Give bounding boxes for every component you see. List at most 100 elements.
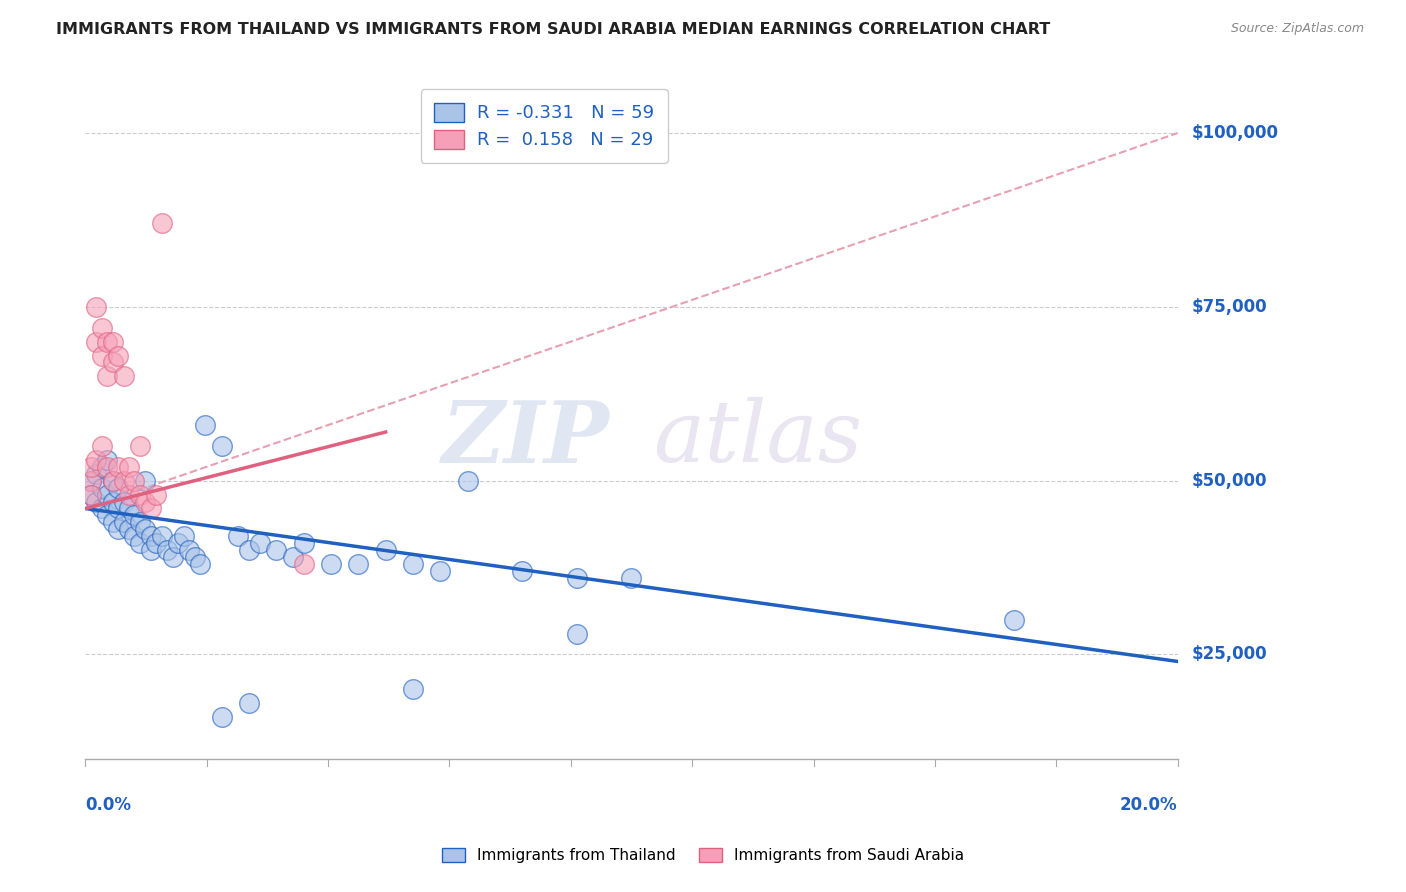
Point xyxy=(107,481,129,495)
Point xyxy=(510,564,533,578)
Point xyxy=(96,459,118,474)
Point xyxy=(249,536,271,550)
Point xyxy=(118,459,141,474)
Point xyxy=(107,501,129,516)
Point xyxy=(129,536,152,550)
Point xyxy=(238,696,260,710)
Point xyxy=(129,439,152,453)
Point xyxy=(139,501,162,516)
Point xyxy=(145,536,167,550)
Point xyxy=(118,522,141,536)
Point xyxy=(134,522,156,536)
Point xyxy=(457,474,479,488)
Point xyxy=(80,487,103,501)
Point xyxy=(139,529,162,543)
Point xyxy=(162,550,184,565)
Point xyxy=(402,682,425,697)
Point xyxy=(118,487,141,501)
Legend: Immigrants from Thailand, Immigrants from Saudi Arabia: Immigrants from Thailand, Immigrants fro… xyxy=(434,840,972,871)
Point xyxy=(101,474,124,488)
Point xyxy=(211,710,233,724)
Text: 20.0%: 20.0% xyxy=(1121,797,1178,814)
Point xyxy=(96,508,118,523)
Point xyxy=(134,474,156,488)
Point xyxy=(80,474,103,488)
Point xyxy=(211,439,233,453)
Point xyxy=(134,494,156,508)
Point xyxy=(402,557,425,571)
Text: 0.0%: 0.0% xyxy=(86,797,131,814)
Point xyxy=(194,418,217,433)
Point xyxy=(150,216,173,230)
Text: $100,000: $100,000 xyxy=(1191,124,1278,142)
Point xyxy=(96,369,118,384)
Point xyxy=(107,459,129,474)
Text: atlas: atlas xyxy=(654,397,862,480)
Point xyxy=(84,494,107,508)
Point xyxy=(101,516,124,530)
Point xyxy=(84,453,107,467)
Point xyxy=(96,334,118,349)
Point xyxy=(167,536,190,550)
Text: ZIP: ZIP xyxy=(441,397,610,480)
Point xyxy=(319,557,342,571)
Point xyxy=(139,543,162,558)
Point xyxy=(90,501,112,516)
Point xyxy=(173,529,195,543)
Point xyxy=(266,543,288,558)
Point xyxy=(150,529,173,543)
Point xyxy=(90,349,112,363)
Point xyxy=(129,516,152,530)
Point xyxy=(90,459,112,474)
Text: Source: ZipAtlas.com: Source: ZipAtlas.com xyxy=(1230,22,1364,36)
Point xyxy=(80,459,103,474)
Point xyxy=(101,334,124,349)
Point xyxy=(238,543,260,558)
Point xyxy=(107,349,129,363)
Point xyxy=(96,487,118,501)
Point xyxy=(84,300,107,314)
Text: $75,000: $75,000 xyxy=(1191,298,1267,316)
Point xyxy=(90,481,112,495)
Point xyxy=(90,320,112,334)
Point xyxy=(429,564,451,578)
Legend: R = -0.331   N = 59, R =  0.158   N = 29: R = -0.331 N = 59, R = 0.158 N = 29 xyxy=(420,89,668,162)
Point xyxy=(226,529,249,543)
Point xyxy=(124,508,146,523)
Point xyxy=(112,474,135,488)
Point xyxy=(281,550,304,565)
Point xyxy=(183,550,205,565)
Point xyxy=(124,529,146,543)
Point xyxy=(565,571,588,585)
Point xyxy=(101,494,124,508)
Point xyxy=(1002,613,1025,627)
Point xyxy=(90,439,112,453)
Point xyxy=(156,543,179,558)
Text: IMMIGRANTS FROM THAILAND VS IMMIGRANTS FROM SAUDI ARABIA MEDIAN EARNINGS CORRELA: IMMIGRANTS FROM THAILAND VS IMMIGRANTS F… xyxy=(56,22,1050,37)
Point xyxy=(145,487,167,501)
Point xyxy=(80,487,103,501)
Point xyxy=(292,557,315,571)
Point xyxy=(124,474,146,488)
Point xyxy=(565,626,588,640)
Point xyxy=(84,334,107,349)
Point xyxy=(101,355,124,369)
Point xyxy=(292,536,315,550)
Point xyxy=(112,516,135,530)
Point xyxy=(107,522,129,536)
Text: $25,000: $25,000 xyxy=(1191,646,1267,664)
Point xyxy=(101,474,124,488)
Point xyxy=(177,543,200,558)
Point xyxy=(84,467,107,481)
Point xyxy=(112,369,135,384)
Point xyxy=(118,501,141,516)
Point xyxy=(188,557,211,571)
Point xyxy=(80,474,103,488)
Point xyxy=(347,557,370,571)
Point xyxy=(129,487,152,501)
Point xyxy=(112,494,135,508)
Point xyxy=(374,543,396,558)
Text: $50,000: $50,000 xyxy=(1191,472,1267,490)
Point xyxy=(620,571,643,585)
Point xyxy=(96,453,118,467)
